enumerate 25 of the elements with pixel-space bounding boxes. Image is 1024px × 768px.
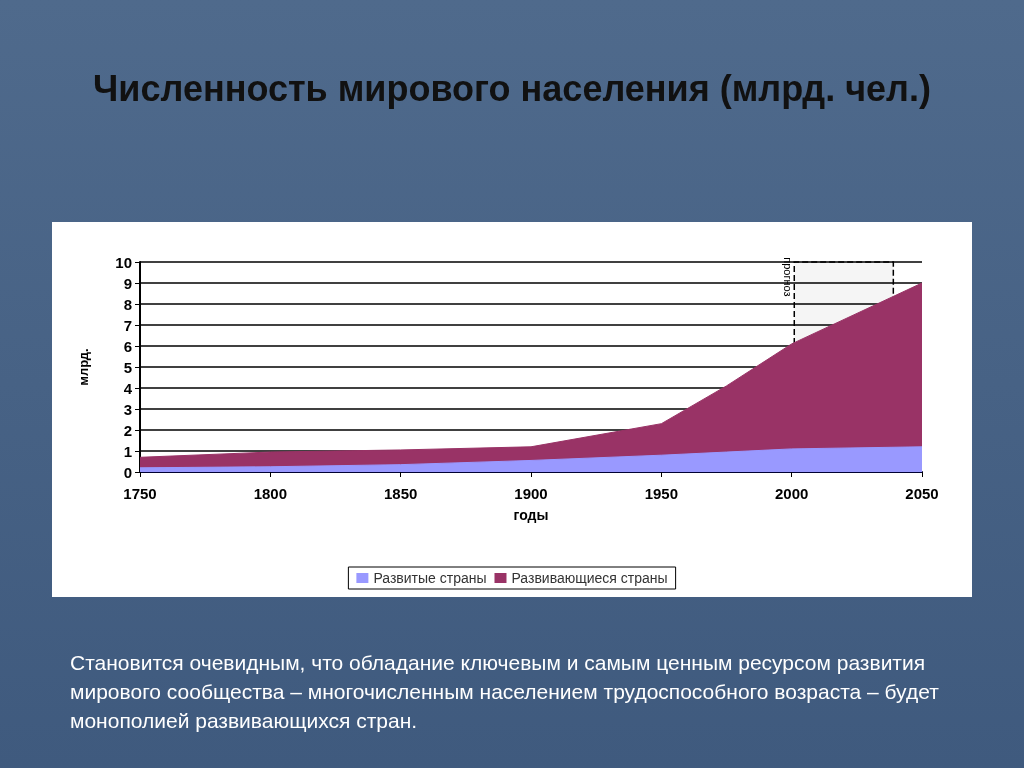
x-tick-label: 2000 <box>774 485 809 502</box>
y-tick-label: 5 <box>123 358 132 376</box>
x-tick-label: 1950 <box>644 485 679 502</box>
y-tick-label: 2 <box>123 421 132 439</box>
legend-label: Развивающиеся страны <box>511 570 668 586</box>
chart-title: Численность мирового населения (млрд. чел.) <box>92 67 932 111</box>
x-tick-label: 1800 <box>253 485 288 502</box>
x-tick-label: 2050 <box>905 485 939 502</box>
x-tick-label: 1900 <box>514 485 548 502</box>
y-tick-label: 1 <box>123 442 132 460</box>
y-tick-label: 3 <box>123 400 132 418</box>
band-label: прогноз <box>782 257 795 297</box>
text: Становится очевидным, что обладание ключевым и самым ценным ресурсом развития мирового сообщества – многочисленным населением трудоспособного возраста – будет монополией развивающихся стран. <box>70 650 940 734</box>
y-tick-label: 4 <box>123 379 133 397</box>
y-tick-label: 10 <box>115 253 132 271</box>
x-axis-title: годы <box>513 507 549 523</box>
y-tick-label: 0 <box>123 463 132 481</box>
y-tick-label: 8 <box>123 295 132 313</box>
y-tick-label: 7 <box>123 316 132 334</box>
x-tick-label: 1850 <box>383 485 418 502</box>
y-tick-label: 9 <box>123 274 132 292</box>
y-tick-label: 6 <box>123 337 132 355</box>
legend-label: Развитые страны <box>373 570 487 586</box>
y-axis-title: млрд. <box>76 348 91 386</box>
x-tick-label: 1750 <box>123 485 157 502</box>
